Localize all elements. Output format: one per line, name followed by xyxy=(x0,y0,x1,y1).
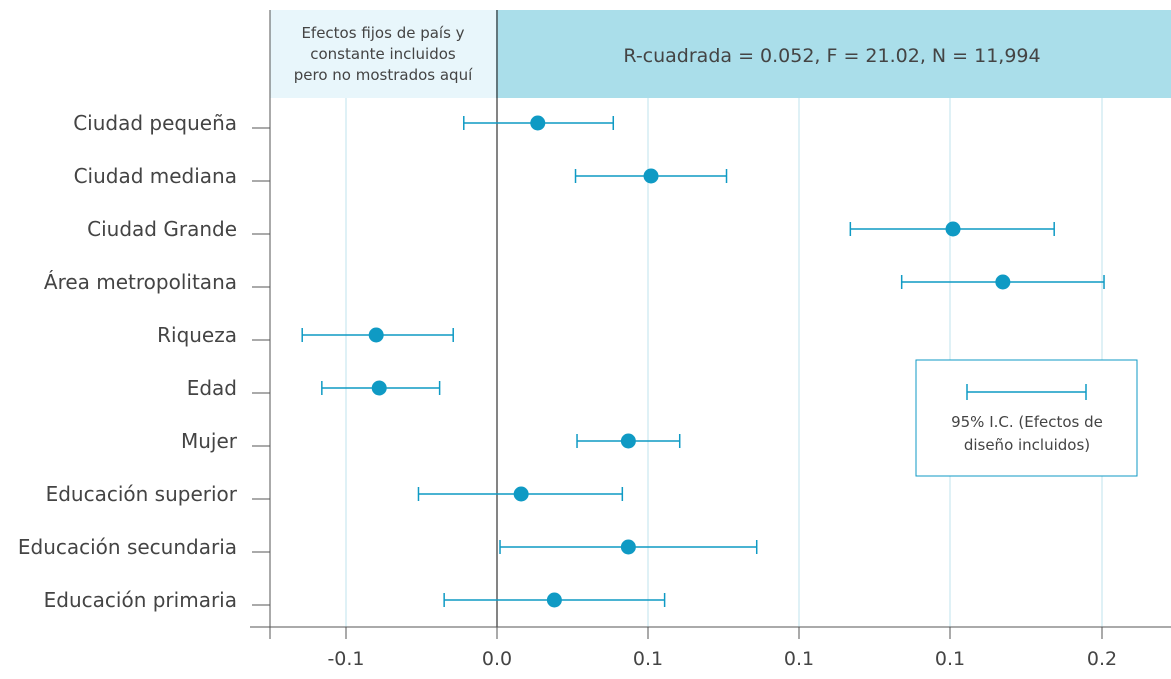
header-left-line-3: pero no mostrados aquí xyxy=(294,66,473,84)
header-left-line-2: constante incluidos xyxy=(310,45,456,63)
x-tick-label: 0.1 xyxy=(784,648,814,670)
header-left-line-1: Efectos fijos de país y xyxy=(301,24,464,42)
legend-label-line-1: 95% I.C. (Efectos de xyxy=(951,413,1103,431)
header-right-panel xyxy=(496,10,1171,98)
x-tick-label: 0.0 xyxy=(482,648,512,670)
grid-lines xyxy=(345,98,1103,627)
estimate-point xyxy=(945,221,961,237)
estimate-point xyxy=(620,539,636,555)
y-category-label: Mujer xyxy=(181,429,238,453)
estimate-point xyxy=(620,433,636,449)
y-category-label: Educación secundaria xyxy=(18,535,237,559)
legend-label-line-2: diseño incluidos) xyxy=(964,436,1090,454)
x-tick-label: 0.1 xyxy=(935,648,965,670)
y-category-label: Ciudad pequeña xyxy=(73,111,237,135)
y-category-label: Riqueza xyxy=(157,323,237,347)
legend-box xyxy=(915,359,1138,477)
y-category-label: Área metropolitana xyxy=(44,270,237,294)
chart-header: Efectos fijos de país y constante inclui… xyxy=(270,10,1171,98)
header-right-text: R-cuadrada = 0.052, F = 21.02, N = 11,99… xyxy=(623,45,1040,67)
series-points xyxy=(301,115,1105,608)
estimate-point xyxy=(643,168,659,184)
estimate-point xyxy=(530,115,546,131)
y-category-label: Edad xyxy=(187,376,237,400)
x-tick-label: 0.2 xyxy=(1087,648,1117,670)
y-category-label: Ciudad mediana xyxy=(74,164,237,188)
estimate-point xyxy=(546,592,562,608)
y-category-label: Ciudad Grande xyxy=(87,217,237,241)
y-category-label: Educación superior xyxy=(46,482,238,506)
legend: 95% I.C. (Efectos de diseño incluidos) xyxy=(915,359,1138,477)
estimate-point xyxy=(513,486,529,502)
header-left-panel xyxy=(270,10,496,98)
estimate-point xyxy=(368,327,384,343)
estimate-point xyxy=(371,380,387,396)
x-tick-label: -0.1 xyxy=(327,648,364,670)
estimate-point xyxy=(995,274,1011,290)
axes: -0.1 0.0 0.1 0.1 0.1 0.2 Ciudad pequeña Ciudad … xyxy=(18,10,1171,670)
y-category-label: Educación primaria xyxy=(44,588,237,612)
x-tick-label: 0.1 xyxy=(633,648,663,670)
